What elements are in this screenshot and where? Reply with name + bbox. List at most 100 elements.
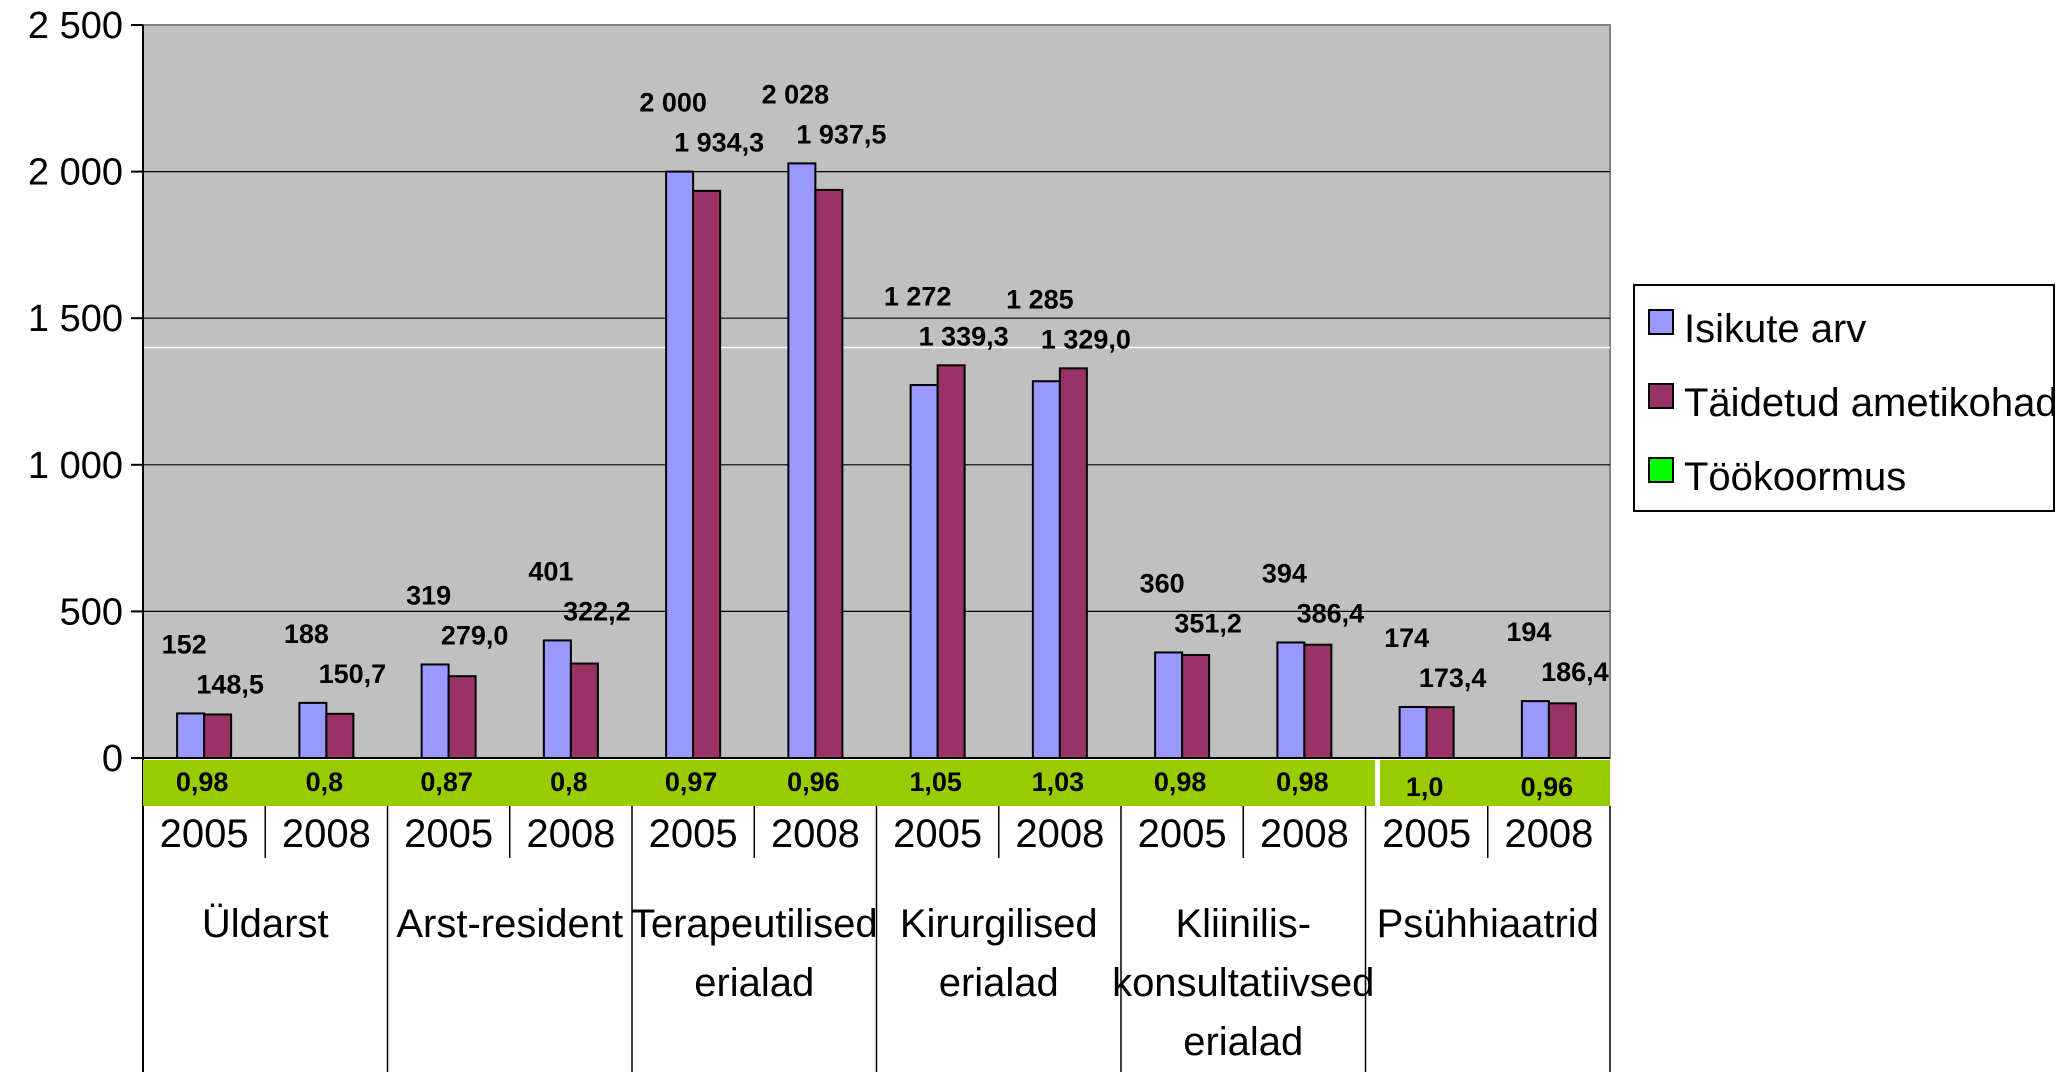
group-label: Arst-resident — [396, 902, 623, 946]
data-label-isikute-arv: 360 — [1140, 568, 1185, 598]
bar-taidetud-ametikohad — [1425, 706, 1455, 759]
bar-isikute-arv — [298, 701, 328, 760]
data-label-isikute-arv: 1 285 — [1006, 284, 1074, 314]
x-tick-label: 2008 — [1260, 812, 1349, 856]
y-tick-label: 1 500 — [28, 298, 123, 340]
bar-isikute-arv — [542, 639, 572, 760]
bar-isikute-arv — [420, 663, 450, 759]
data-label-isikute-arv: 2 000 — [639, 88, 707, 118]
bar-isikute-arv — [176, 712, 206, 759]
y-tick-label: 0 — [102, 738, 123, 780]
data-label-taidetud-ametikohad: 386,4 — [1297, 598, 1365, 628]
group-label: erialad — [939, 961, 1059, 1005]
bar-taidetud-ametikohad — [447, 675, 477, 760]
workload-label: 0,98 — [1154, 767, 1207, 797]
workload-label: 0,96 — [1521, 772, 1574, 802]
bar-taidetud-ametikohad — [936, 364, 966, 759]
group-label: erialad — [694, 961, 814, 1005]
data-label-taidetud-ametikohad: 1 329,0 — [1041, 324, 1131, 354]
workload-label: 0,8 — [306, 767, 344, 797]
data-label-isikute-arv: 394 — [1262, 558, 1307, 588]
data-label-taidetud-ametikohad: 186,4 — [1541, 657, 1609, 687]
workload-label: 0,98 — [176, 767, 229, 797]
bar-isikute-arv — [1154, 651, 1184, 759]
x-tick-label: 2005 — [1138, 812, 1227, 856]
group-label: konsultatiivsed — [1112, 961, 1374, 1005]
data-label-taidetud-ametikohad: 322,2 — [563, 596, 631, 626]
workload-label: 1,03 — [1032, 767, 1085, 797]
y-tick-label: 2 500 — [28, 5, 123, 47]
x-tick-label: 2005 — [1382, 812, 1471, 856]
bar-isikute-arv — [1031, 380, 1061, 759]
group-label: erialad — [1183, 1020, 1303, 1064]
group-label: Kirurgilised — [900, 902, 1098, 946]
y-tick-label: 2 000 — [28, 152, 123, 194]
bar-taidetud-ametikohad — [1303, 643, 1333, 759]
x-tick-label: 2005 — [649, 812, 738, 856]
bar-taidetud-ametikohad — [814, 188, 844, 760]
bar-isikute-arv — [665, 170, 695, 760]
x-tick-label: 2005 — [160, 812, 249, 856]
legend-swatch — [1648, 457, 1674, 483]
data-label-isikute-arv: 152 — [162, 629, 207, 659]
data-label-isikute-arv: 188 — [284, 619, 329, 649]
legend-entry: Töökoormus — [1684, 455, 1906, 499]
x-tick-label: 2005 — [404, 812, 493, 856]
data-label-taidetud-ametikohad: 279,0 — [441, 620, 509, 650]
x-tick-label: 2005 — [893, 812, 982, 856]
bar-isikute-arv — [1398, 705, 1428, 760]
bar-taidetud-ametikohad — [1181, 654, 1211, 759]
data-label-taidetud-ametikohad: 1 934,3 — [674, 128, 764, 158]
workload-band-right — [1380, 760, 1610, 806]
group-label: Terapeutilised — [631, 902, 878, 946]
data-label-isikute-arv: 319 — [406, 580, 451, 610]
y-tick-label: 500 — [60, 591, 123, 633]
data-label-taidetud-ametikohad: 1 937,5 — [796, 119, 886, 149]
bar-isikute-arv — [1276, 641, 1306, 759]
legend-entry: Täidetud ametikohad — [1684, 381, 2058, 425]
bar-isikute-arv — [787, 162, 817, 760]
data-label-taidetud-ametikohad: 351,2 — [1174, 608, 1242, 638]
data-label-isikute-arv: 194 — [1506, 617, 1551, 647]
workload-label: 1,05 — [909, 767, 962, 797]
workload-label: 0,97 — [665, 767, 718, 797]
group-label: Psühhiaatrid — [1377, 902, 1599, 946]
bar-taidetud-ametikohad — [692, 189, 722, 760]
group-label: Üldarst — [202, 902, 329, 946]
group-label: Kliinilis- — [1175, 902, 1311, 946]
workload-label: 0,8 — [550, 767, 588, 797]
workload-label: 0,96 — [787, 767, 840, 797]
data-label-taidetud-ametikohad: 1 339,3 — [919, 321, 1009, 351]
data-label-taidetud-ametikohad: 148,5 — [196, 669, 264, 699]
bar-taidetud-ametikohad — [569, 662, 599, 759]
data-label-taidetud-ametikohad: 173,4 — [1419, 663, 1487, 693]
workload-band — [143, 760, 1375, 806]
bar-taidetud-ametikohad — [1058, 367, 1088, 759]
x-tick-label: 2008 — [282, 812, 371, 856]
x-tick-label: 2008 — [526, 812, 615, 856]
bar-taidetud-ametikohad — [325, 712, 355, 759]
bar-isikute-arv — [909, 384, 939, 759]
data-label-taidetud-ametikohad: 150,7 — [319, 659, 387, 689]
y-tick-label: 1 000 — [28, 445, 123, 487]
data-label-isikute-arv: 1 272 — [884, 281, 952, 311]
data-label-isikute-arv: 401 — [528, 556, 573, 586]
legend-swatch — [1648, 383, 1674, 409]
workload-label: 0,98 — [1276, 767, 1329, 797]
bar-taidetud-ametikohad — [1547, 702, 1577, 760]
data-label-isikute-arv: 2 028 — [762, 79, 830, 109]
workload-label: 1,0 — [1406, 772, 1444, 802]
workload-label: 0,87 — [420, 767, 473, 797]
legend-entry: Isikute arv — [1684, 307, 1866, 351]
legend-swatch — [1648, 309, 1674, 335]
data-label-isikute-arv: 174 — [1384, 623, 1429, 653]
bar-taidetud-ametikohad — [203, 713, 233, 759]
x-tick-label: 2008 — [1015, 812, 1104, 856]
x-tick-label: 2008 — [1504, 812, 1593, 856]
bar-isikute-arv — [1520, 700, 1550, 759]
plot-area — [142, 24, 1611, 759]
legend — [1633, 284, 2055, 512]
x-tick-label: 2008 — [771, 812, 860, 856]
